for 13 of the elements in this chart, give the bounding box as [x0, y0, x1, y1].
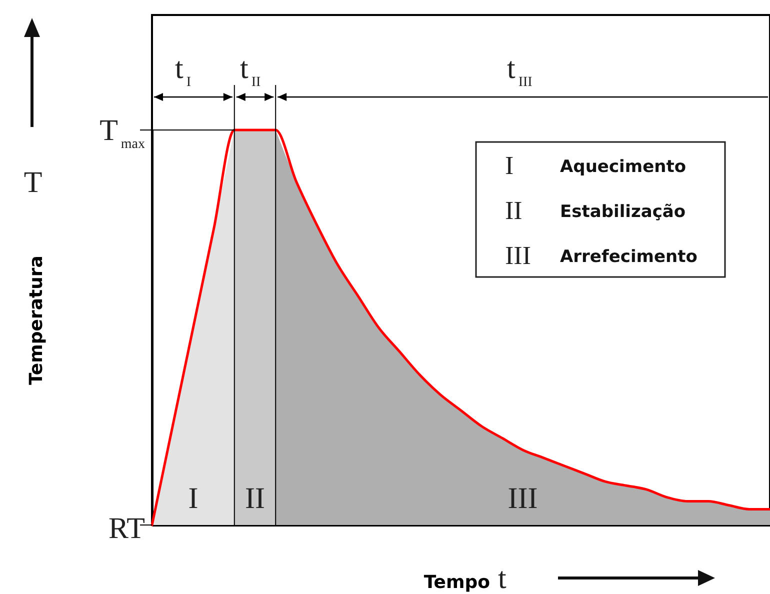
annotation: III Arrefecimento [505, 241, 698, 270]
text: II Estabilização [505, 196, 686, 225]
x-axis-title: Tempo t [424, 562, 507, 594]
text: t$_{I}$ [175, 52, 192, 90]
series-label: I [188, 482, 198, 515]
text: T$_{max}$ [100, 114, 145, 152]
text: I Aquecimento [505, 151, 686, 180]
series-label: II [245, 482, 265, 515]
text: t$_{II}$ [240, 52, 262, 90]
text: Temperatura T [24, 166, 47, 385]
text: RT [108, 512, 145, 545]
text: t$_{III}$ [507, 52, 533, 90]
series-label: III [508, 482, 538, 515]
